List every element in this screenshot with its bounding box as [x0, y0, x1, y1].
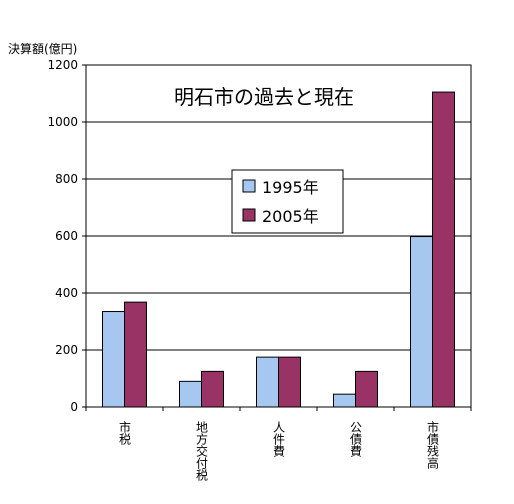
x-category-label: 市債残高 — [426, 420, 440, 470]
x-category-label: 公債費 — [349, 421, 363, 457]
y-tick-label: 1200 — [47, 58, 78, 72]
bar-1995年-市債残高 — [410, 236, 433, 408]
x-category-label: 地方交付税 — [195, 421, 209, 482]
legend-label-2005: 2005年 — [262, 207, 319, 226]
bar-2005年-地方交付税 — [201, 370, 224, 408]
legend-label-1995: 1995年 — [262, 178, 319, 197]
bar-1995年-地方交付税 — [179, 380, 202, 408]
chart-title: 明石市の過去と現在 — [174, 85, 354, 109]
x-axis-labels: 市税 地方交付税 人件費 公債費 市債残高 — [85, 407, 472, 482]
legend-swatch-2005 — [242, 208, 256, 222]
x-category-label: 人件費 — [272, 421, 286, 457]
gridlines — [86, 121, 471, 351]
y-tick-label: 1000 — [47, 115, 78, 129]
bars — [102, 91, 455, 408]
y-tick-label: 800 — [55, 172, 78, 186]
y-tick-label: 200 — [55, 343, 78, 357]
bar-2005年-市債残高 — [432, 91, 455, 408]
y-tick-label: 400 — [55, 286, 78, 300]
bar-2005年-人件費 — [278, 356, 301, 408]
bar-2005年-市税 — [124, 301, 147, 408]
bar-1995年-人件費 — [256, 356, 279, 408]
bar-1995年-公債費 — [333, 393, 356, 408]
x-category-label: 市税 — [118, 420, 132, 446]
bar-2005年-公債費 — [355, 370, 378, 408]
y-axis-unit-label: 決算額(億円) — [8, 41, 77, 56]
y-tick-label: 600 — [55, 229, 78, 243]
legend-swatch-1995 — [242, 179, 256, 193]
y-axis-ticks: 0 200 400 600 800 1000 1200 — [47, 58, 86, 414]
bar-1995年-市税 — [102, 311, 125, 408]
y-tick-label: 0 — [70, 400, 78, 414]
legend: 1995年 2005年 — [231, 169, 344, 234]
